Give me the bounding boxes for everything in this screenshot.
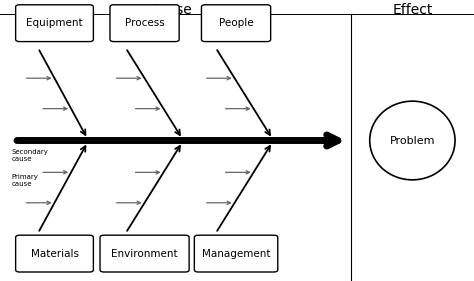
FancyBboxPatch shape [16, 5, 93, 42]
FancyBboxPatch shape [194, 235, 278, 272]
Text: Secondary
cause: Secondary cause [12, 149, 49, 162]
FancyBboxPatch shape [100, 235, 189, 272]
Text: Problem: Problem [390, 135, 435, 146]
Text: Management: Management [202, 249, 270, 259]
Text: Equipment: Equipment [26, 18, 83, 28]
Text: Materials: Materials [30, 249, 79, 259]
FancyBboxPatch shape [16, 235, 93, 272]
Text: Environment: Environment [111, 249, 178, 259]
FancyBboxPatch shape [110, 5, 179, 42]
Text: Process: Process [125, 18, 164, 28]
Ellipse shape [370, 101, 455, 180]
Text: Cause: Cause [149, 3, 192, 17]
Text: Primary
cause: Primary cause [12, 174, 39, 187]
Text: People: People [219, 18, 254, 28]
FancyBboxPatch shape [201, 5, 271, 42]
Text: Effect: Effect [392, 3, 433, 17]
